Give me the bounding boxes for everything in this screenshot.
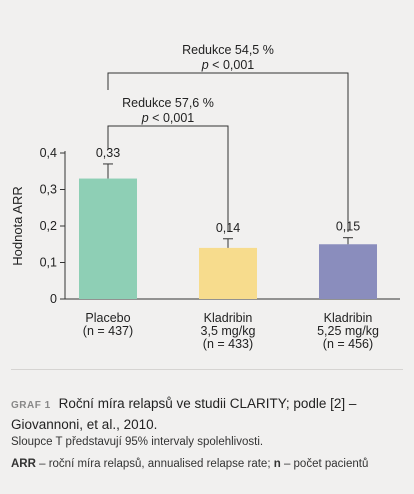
caption-note-ci: Sloupce T představují 95% intervaly spol… (11, 436, 264, 448)
category-label: (n = 456) (323, 337, 373, 351)
y-axis-title: Hodnota ARR (10, 186, 25, 266)
reduction-label: Redukce 57,6 % (122, 96, 214, 110)
bar (79, 178, 137, 299)
value-label: 0,33 (96, 146, 120, 160)
y-tick-label: 0,3 (40, 183, 57, 197)
figure-caption: GRAF 1 Roční míra relapsů ve studii CLARI… (11, 394, 407, 434)
y-tick-label: 0,4 (40, 146, 57, 160)
abbr-arr: ARR (11, 458, 36, 470)
bar (199, 247, 257, 299)
y-tick-label: 0,2 (40, 219, 57, 233)
y-tick-label: 0 (50, 292, 57, 306)
significance-bracket (107, 72, 349, 232)
category-label: (n = 433) (203, 337, 253, 351)
p-value-label: p < 0,001 (141, 111, 195, 125)
category-label: Placebo (85, 311, 130, 325)
y-tick-label: 0,1 (40, 256, 57, 270)
caption-divider (11, 369, 403, 370)
category-label: Kladribin (324, 311, 373, 325)
bar (319, 244, 377, 299)
p-value-label: p < 0,001 (201, 58, 255, 72)
figure-title: Roční míra relapsů ve studii CLARITY; po… (11, 396, 357, 432)
category-label: 3,5 mg/kg (201, 324, 256, 338)
category-label: Kladribin (204, 311, 253, 325)
category-label: (n = 437) (83, 324, 133, 338)
abbr-n: n (273, 458, 281, 470)
reduction-label: Redukce 54,5 % (182, 43, 274, 57)
category-label: 5,25 mg/kg (317, 324, 379, 338)
abbr-arr-text: – roční míra relapsů, annualised relapse… (35, 458, 274, 470)
abbr-n-text: – počet pacientů (280, 458, 369, 470)
significance-bracket (107, 125, 229, 232)
figure-tag: GRAF 1 (11, 400, 51, 411)
caption-note-abbreviations: ARR – roční míra relapsů, annualised rel… (11, 458, 407, 470)
